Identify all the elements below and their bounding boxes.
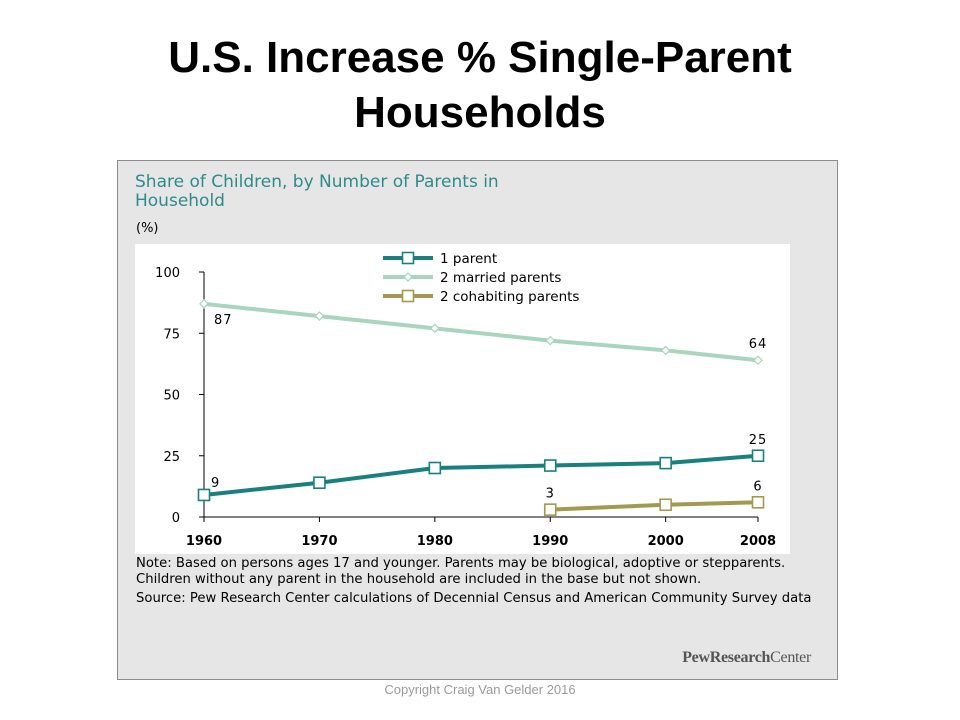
- slide-title-line1: U.S. Increase % Single-Parent: [168, 33, 792, 82]
- y-tick-label-50: 50: [163, 389, 180, 404]
- legend-label-married: 2 married parents: [440, 270, 561, 286]
- point-married-1970: [314, 311, 325, 321]
- x-tick-label-1960: 1960: [186, 534, 222, 549]
- point-married-1990: [545, 335, 556, 346]
- data-label-married-1960: 87: [214, 313, 233, 328]
- x-tick-label-1970: 1970: [301, 534, 337, 549]
- chart-note: Note: Based on persons ages 17 and young…: [136, 556, 786, 587]
- point-one_parent-1990: [543, 459, 557, 472]
- point-cohabiting-2000: [659, 498, 672, 512]
- point-one_parent-1980: [428, 461, 442, 475]
- chart-panel: Share of Children, by Number of Parents …: [117, 160, 838, 680]
- legend-marker-married: [403, 272, 413, 282]
- chart-title-line1: Share of Children, by Number of Parents …: [135, 172, 499, 192]
- data-label-one_parent-1960: 9: [211, 476, 220, 491]
- point-cohabiting-1990: [543, 503, 557, 516]
- data-label-cohabiting-1990: 3: [546, 487, 555, 502]
- chart-title-line2: Household: [135, 191, 225, 211]
- point-married-2000: [660, 345, 671, 356]
- chart-notes: Note: Based on persons ages 17 and young…: [136, 556, 826, 611]
- x-tick-label-2008: 2008: [740, 534, 776, 549]
- plot-area: 0 25 50 75 100 1960 1970 1980 1990 2000 2008 9 25 87 6…: [135, 244, 790, 554]
- data-label-cohabiting-2008: 6: [753, 479, 762, 494]
- point-married-1960: [199, 299, 209, 309]
- legend-label-one_parent: 1 parent: [440, 251, 497, 267]
- y-tick-label-75: 75: [163, 327, 180, 342]
- series-line-one_parent: [203, 453, 759, 497]
- point-one_parent-1970: [313, 476, 326, 489]
- data-label-married-2008: 64: [749, 337, 768, 352]
- line-chart: 0 25 50 75 100 1960 1970 1980 1990 2000 2008 9 25 87 6…: [155, 251, 776, 549]
- x-tick-label-1990: 1990: [532, 534, 568, 549]
- pew-logo-part2: Center: [770, 649, 811, 666]
- y-tick-label-100: 100: [155, 266, 180, 281]
- point-one_parent-1960: [197, 488, 211, 502]
- pew-logo: PewResearchCenter: [682, 649, 811, 667]
- legend-marker-one_parent: [401, 251, 415, 265]
- chart-title: Share of Children, by Number of Parents …: [135, 173, 755, 211]
- point-one_parent-2008: [751, 449, 765, 463]
- point-cohabiting-2008: [751, 496, 765, 509]
- y-unit-label: (%): [136, 221, 159, 236]
- slide-title-line2: Households: [354, 88, 606, 137]
- x-tick-label-2000: 2000: [648, 534, 684, 549]
- legend-label-cohabiting: 2 cohabiting parents: [440, 289, 579, 305]
- y-tick-label-0: 0: [172, 511, 180, 526]
- point-married-2008: [753, 355, 763, 366]
- point-one_parent-2000: [659, 456, 672, 470]
- y-tick-label-25: 25: [163, 450, 180, 465]
- point-married-1980: [429, 323, 440, 334]
- copyright-text: Copyright Craig Van Gelder 2016: [384, 682, 576, 697]
- pew-logo-part1: PewResearch: [682, 649, 771, 666]
- legend-marker-cohabiting: [401, 289, 415, 303]
- slide-title: U.S. Increase % Single-Parent Households: [0, 30, 960, 140]
- series-line-cohabiting: [550, 500, 759, 512]
- x-tick-label-1980: 1980: [417, 534, 453, 549]
- chart-source: Source: Pew Research Center calculations…: [136, 591, 812, 606]
- series-line-married: [203, 301, 759, 363]
- data-label-one_parent-2008: 25: [749, 433, 768, 448]
